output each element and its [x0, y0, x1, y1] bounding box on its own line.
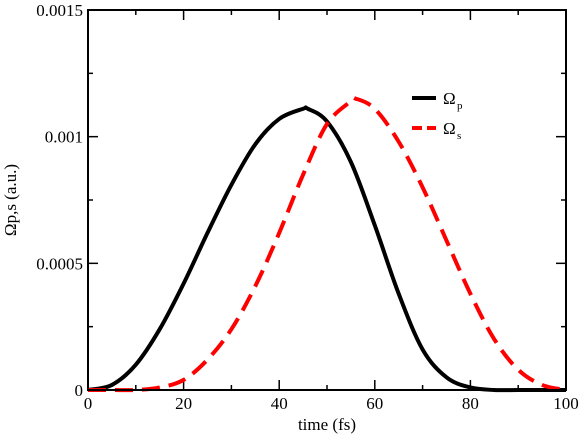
plot-frame — [87, 9, 567, 391]
x-axis-label: time (fs) — [298, 415, 356, 434]
legend-subscript-s: s — [457, 130, 461, 142]
x-tick-label: 60 — [366, 394, 383, 413]
y-tick-label: 0.001 — [45, 128, 83, 147]
x-tick-label: 80 — [462, 394, 479, 413]
series-layer — [87, 95, 567, 393]
y-tick-label: 0.0015 — [36, 1, 83, 20]
legend-label-s: Ω — [443, 119, 456, 138]
y-axis-label: Ωp,s (a.u.) — [1, 164, 20, 236]
y-tick-label: 0 — [75, 381, 84, 400]
x-tick-label: 40 — [271, 394, 288, 413]
series-line-p — [87, 105, 566, 393]
y-tick-label: 0.0005 — [36, 254, 83, 273]
series-line-s — [88, 95, 567, 393]
legend-subscript-p: p — [457, 100, 463, 112]
x-tick-label: 100 — [553, 394, 579, 413]
y-axis-ticks: 0 0.0005 0.001 0.0015 — [36, 1, 566, 400]
x-tick-label: 0 — [84, 394, 93, 413]
x-axis-ticks: 0 20 40 60 80 100 — [84, 10, 579, 413]
legend-label-p: Ω — [443, 89, 456, 108]
x-tick-label: 20 — [175, 394, 192, 413]
